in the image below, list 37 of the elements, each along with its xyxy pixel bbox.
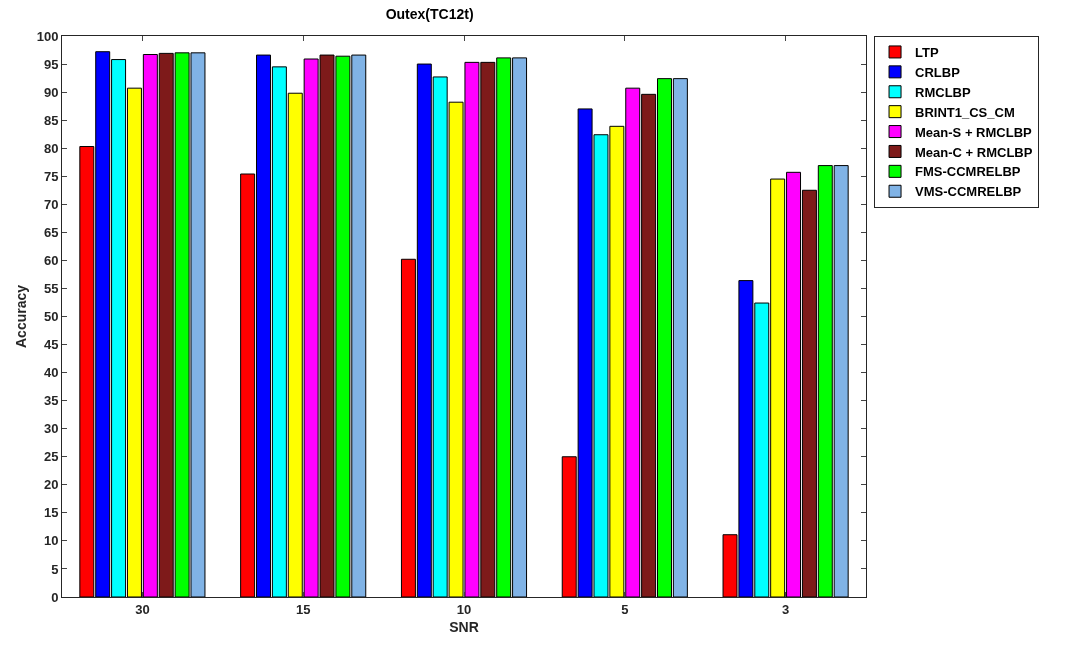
y-tick-label: 65 (43, 224, 59, 240)
legend-label: BRINT1_CS_CM (915, 104, 1015, 120)
x-axis-title: SNR (449, 618, 479, 635)
x-tick-label: 10 (456, 601, 472, 617)
y-tick-label: 80 (43, 140, 59, 156)
legend-label: LTP (915, 45, 939, 61)
y-tick-label: 20 (43, 477, 59, 493)
legend-label: RMCLBP (915, 84, 971, 100)
y-tick-label: 40 (43, 365, 59, 381)
y-tick-label: 5 (51, 561, 59, 577)
x-tick-label: 15 (295, 601, 311, 617)
y-tick-label: 0 (51, 589, 59, 605)
y-tick-label: 10 (43, 533, 59, 549)
y-axis-title: Accuracy (13, 284, 30, 349)
y-tick-label: 95 (43, 56, 59, 72)
y-tick-label: 25 (43, 449, 59, 465)
chart-title: Outex(TC12t) (385, 6, 474, 23)
y-tick-label: 60 (43, 252, 59, 268)
legend-label: Mean-C + RMCLBP (915, 144, 1033, 160)
x-tick-label: 3 (781, 601, 790, 617)
legend-label: CRLBP (915, 64, 961, 80)
y-tick-label: 75 (43, 168, 59, 184)
y-tick-label: 90 (43, 84, 59, 100)
x-tick-label: 5 (621, 601, 629, 617)
y-tick-label: 85 (43, 112, 59, 128)
y-tick-label: 55 (43, 281, 59, 296)
y-tick-label: 30 (43, 421, 59, 437)
legend-label: Mean-S + RMCLBP (915, 124, 1033, 140)
y-tick-label: 50 (43, 309, 59, 325)
y-tick-label: 70 (43, 196, 59, 212)
y-tick-label: 100 (36, 28, 59, 44)
legend-label: FMS-CCMRELBP (915, 164, 1021, 180)
y-tick-label: 15 (43, 505, 59, 521)
y-tick-label: 35 (43, 393, 59, 409)
legend-label: VMS-CCMRELBP (915, 184, 1022, 200)
y-tick-label: 45 (43, 337, 59, 353)
x-tick-label: 30 (135, 601, 150, 617)
